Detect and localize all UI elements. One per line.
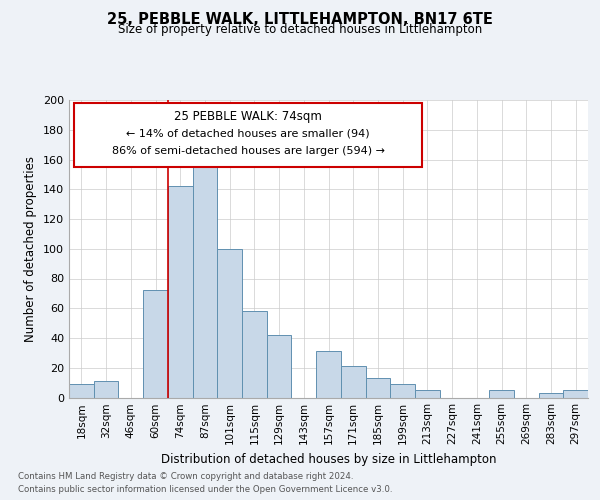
Bar [267,335,292,398]
Bar [242,311,267,398]
Bar [316,352,341,398]
Bar [193,149,217,398]
Bar [341,366,365,398]
Text: Contains public sector information licensed under the Open Government Licence v3: Contains public sector information licen… [18,485,392,494]
Text: Contains HM Land Registry data © Crown copyright and database right 2024.: Contains HM Land Registry data © Crown c… [18,472,353,481]
Bar [563,390,588,398]
Bar [217,249,242,398]
Bar [390,384,415,398]
Bar [143,290,168,398]
Text: ← 14% of detached houses are smaller (94): ← 14% of detached houses are smaller (94… [126,128,370,138]
Text: 86% of semi-detached houses are larger (594) →: 86% of semi-detached houses are larger (… [112,146,385,156]
Bar [69,384,94,398]
Text: Size of property relative to detached houses in Littlehampton: Size of property relative to detached ho… [118,22,482,36]
Bar [539,393,563,398]
X-axis label: Distribution of detached houses by size in Littlehampton: Distribution of detached houses by size … [161,453,496,466]
Bar [489,390,514,398]
Bar [365,378,390,398]
Bar [415,390,440,398]
Bar [94,381,118,398]
Text: 25, PEBBLE WALK, LITTLEHAMPTON, BN17 6TE: 25, PEBBLE WALK, LITTLEHAMPTON, BN17 6TE [107,12,493,28]
Y-axis label: Number of detached properties: Number of detached properties [25,156,37,342]
Bar [168,186,193,398]
FancyBboxPatch shape [74,103,422,167]
Text: 25 PEBBLE WALK: 74sqm: 25 PEBBLE WALK: 74sqm [174,110,322,124]
